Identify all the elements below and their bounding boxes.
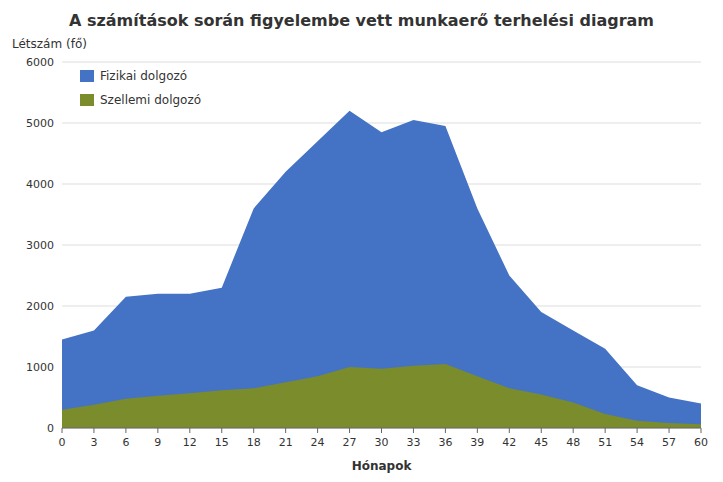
x-tick (93, 428, 94, 433)
x-tick-label: 27 (343, 436, 357, 449)
x-tick-label: 45 (534, 436, 548, 449)
x-tick-label: 9 (154, 436, 161, 449)
x-tick-label: 39 (470, 436, 484, 449)
x-tick (541, 428, 542, 433)
x-tick-label: 6 (122, 436, 129, 449)
y-tick-label: 3000 (26, 239, 54, 252)
area (62, 111, 701, 428)
x-tick (573, 428, 574, 433)
y-tick-label: 0 (47, 422, 54, 435)
x-tick (637, 428, 638, 433)
y-tick-label: 6000 (26, 56, 54, 69)
y-tick-label: 4000 (26, 178, 54, 191)
x-tick (253, 428, 254, 433)
x-tick-label: 21 (279, 436, 293, 449)
title: A számítások során figyelembe vett munka… (69, 11, 654, 30)
y-axis-label: Létszám (fő) (12, 37, 87, 51)
x-tick (317, 428, 318, 433)
x-tick (221, 428, 222, 433)
legend-label: Fizikai dolgozó (100, 69, 187, 83)
x-tick-label: 24 (311, 436, 325, 449)
x-tick (605, 428, 606, 433)
x-tick-label: 15 (215, 436, 229, 449)
y-tick-label: 5000 (26, 117, 54, 130)
x-tick-label: 3 (90, 436, 97, 449)
x-tick (157, 428, 158, 433)
x-tick (381, 428, 382, 433)
x-tick (349, 428, 350, 433)
x-tick (189, 428, 190, 433)
x-tick (701, 428, 702, 433)
y-tick-label: 2000 (26, 300, 54, 313)
y-tick-label: 1000 (26, 361, 54, 374)
x-tick-label: 42 (502, 436, 516, 449)
x-tick-label: 60 (694, 436, 708, 449)
x-tick (62, 428, 63, 433)
x-tick-label: 54 (630, 436, 644, 449)
legend-swatch (80, 70, 94, 82)
x-tick (477, 428, 478, 433)
chart-svg: A számítások során figyelembe vett munka… (0, 0, 723, 482)
x-tick (669, 428, 670, 433)
x-tick (413, 428, 414, 433)
grid-line (62, 123, 701, 124)
x-tick (445, 428, 446, 433)
x-axis-label: Hónapok (352, 459, 413, 473)
legend: Fizikai dolgozó Szellemi dolgozó (80, 69, 201, 107)
legend-swatch (80, 94, 94, 106)
x-tick-label: 57 (662, 436, 676, 449)
x-tick-label: 18 (247, 436, 261, 449)
legend-label: Szellemi dolgozó (100, 93, 201, 107)
x-tick-label: 48 (566, 436, 580, 449)
x-tick (285, 428, 286, 433)
x-tick-label: 51 (598, 436, 612, 449)
x-tick-label: 0 (59, 436, 66, 449)
x-tick-label: 12 (183, 436, 197, 449)
grid (62, 62, 701, 428)
grid-line (62, 62, 701, 63)
x-tick-label: 36 (438, 436, 452, 449)
x-tick (509, 428, 510, 433)
x-tick (125, 428, 126, 433)
x-tick-label: 33 (406, 436, 420, 449)
area (62, 364, 701, 428)
x-tick-label: 30 (375, 436, 389, 449)
chart-container: A számítások során figyelembe vett munka… (0, 0, 723, 482)
areas (62, 111, 701, 428)
